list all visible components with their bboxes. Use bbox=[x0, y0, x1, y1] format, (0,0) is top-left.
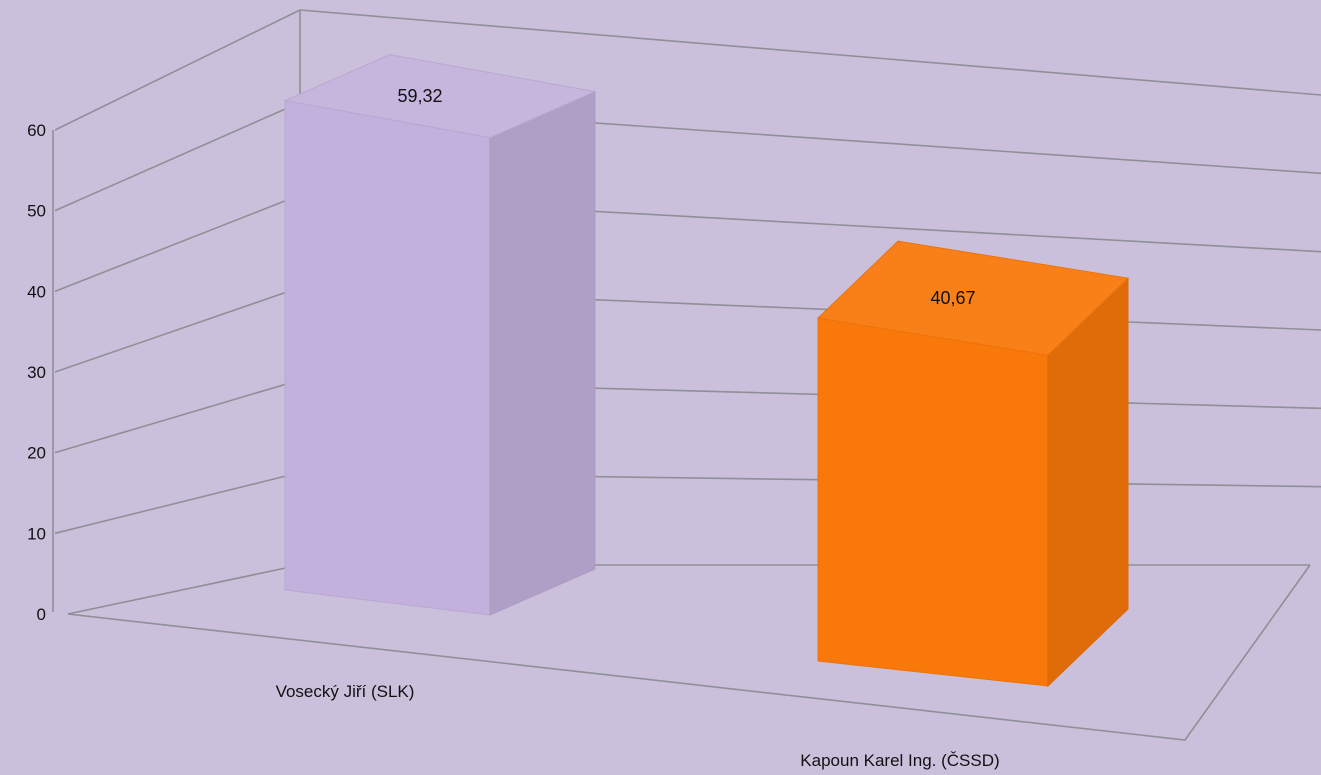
data-label: 40,67 bbox=[930, 288, 975, 308]
gridlines bbox=[54, 9, 1321, 566]
y-tick-label: 10 bbox=[27, 524, 46, 543]
x-axis-categories: Vosecký Jiří (SLK) Kapoun Karel Ing. (ČSS… bbox=[276, 682, 1000, 770]
y-tick-label: 40 bbox=[27, 282, 46, 301]
side-gridline bbox=[54, 286, 301, 373]
x-category-label: Kapoun Karel Ing. (ČSSD) bbox=[800, 751, 999, 770]
back-gridline bbox=[299, 9, 1321, 96]
y-tick-label: 0 bbox=[37, 605, 46, 624]
side-gridline bbox=[54, 9, 301, 131]
bars: 59,32 40,67 bbox=[283, 54, 1130, 688]
y-tick-label: 50 bbox=[27, 202, 46, 221]
y-tick-label: 30 bbox=[27, 363, 46, 382]
x-category-label: Vosecký Jiří (SLK) bbox=[276, 682, 415, 701]
side-gridline bbox=[54, 379, 301, 454]
bar-side-face bbox=[489, 90, 596, 616]
data-label: 59,32 bbox=[397, 86, 442, 106]
y-tick-label: 20 bbox=[27, 444, 46, 463]
side-gridline bbox=[54, 194, 301, 293]
floor-front-edge bbox=[67, 564, 1311, 741]
bar-front-face bbox=[284, 100, 491, 616]
side-gridline bbox=[54, 101, 301, 212]
y-tick-label: 60 bbox=[27, 121, 46, 140]
bar-top-face bbox=[283, 54, 597, 139]
side-gridline bbox=[54, 471, 301, 535]
bar-front-face bbox=[817, 317, 1049, 687]
floor-left-edge bbox=[67, 564, 301, 615]
bar-top-face bbox=[816, 240, 1130, 356]
y-axis-ticks: 0 10 20 30 40 50 60 bbox=[27, 121, 46, 624]
